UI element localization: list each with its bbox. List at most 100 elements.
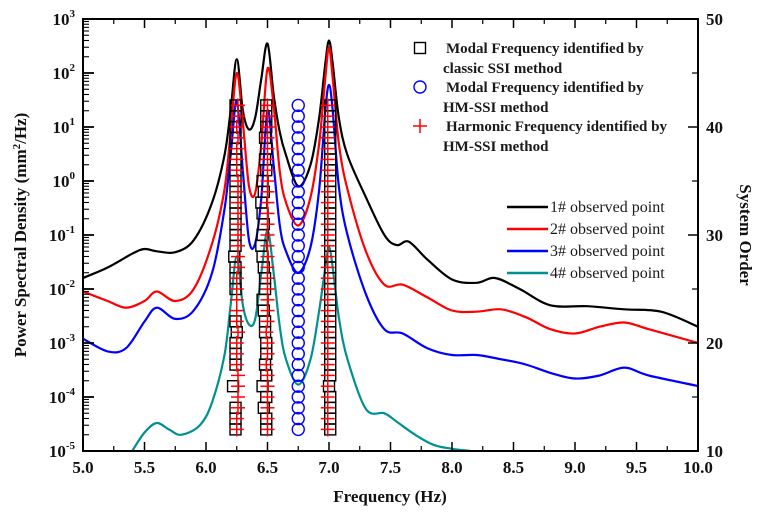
y-tick-base: 10 <box>49 226 66 245</box>
y2-axis-title: System Order <box>736 184 755 286</box>
plus-marker <box>259 357 274 372</box>
y-tick-exponent: -1 <box>66 224 75 236</box>
y2-tick-label: 40 <box>706 118 723 137</box>
circle-marker <box>291 422 305 437</box>
circle-marker <box>291 347 305 361</box>
x-tick-label: 6.0 <box>195 458 216 477</box>
y-tick-label: 10-1 <box>49 224 75 245</box>
y-tick-label: 101 <box>53 116 76 137</box>
legend-marker-label: Harmonic Frequency identified by <box>446 119 667 135</box>
plus-marker <box>230 130 245 145</box>
y-tick-label: 102 <box>53 62 76 83</box>
legend-line-label: 1# observed point <box>550 199 665 216</box>
x-tick-label: 7.0 <box>318 458 339 477</box>
y-tick-exponent: -5 <box>66 440 76 452</box>
y-tick-base: 10 <box>49 442 66 461</box>
plus-marker <box>229 141 244 156</box>
circle-marker <box>291 314 305 329</box>
legend-marker-entry: Modal Frequency identified by HM-SSI meth… <box>413 80 644 116</box>
y-tick-exponent: 3 <box>70 8 76 20</box>
plus-marker <box>230 174 245 188</box>
circle-marker <box>291 293 305 307</box>
axes: 5.0 5.5 6.0 6.5 7.0 7.5 8.0 8.5 9.0 9.5 10.0103102… <box>49 8 723 477</box>
stabilization-markers <box>226 98 337 437</box>
plus-marker <box>229 271 244 286</box>
circle-marker <box>291 411 305 426</box>
circle-marker <box>291 368 305 383</box>
series-line-3 <box>83 83 698 388</box>
circle-marker <box>291 120 305 134</box>
legend-line-entry: 2# observed point <box>507 221 665 238</box>
circle-marker <box>291 303 305 318</box>
legend-marker-label: Modal Frequency identified by <box>446 80 644 96</box>
legend-marker-label: Modal Frequency identified by <box>446 41 644 57</box>
plus-marker <box>229 336 244 350</box>
circle-marker <box>291 336 305 350</box>
plus-marker <box>260 336 275 350</box>
y-tick-base: 10 <box>49 280 66 299</box>
y-tick-base: 10 <box>49 334 66 353</box>
circle-marker <box>291 185 305 199</box>
legend-plus-icon <box>413 119 427 133</box>
legend-marker-label: classic SSI method <box>443 61 563 77</box>
plus-marker <box>230 368 245 383</box>
y2-tick-label: 20 <box>706 334 723 353</box>
plus-marker <box>229 411 244 426</box>
series-line-2 <box>83 46 698 345</box>
circle-marker <box>291 239 305 253</box>
y-tick-label: 103 <box>53 8 76 29</box>
x-tick-label: 5.5 <box>134 458 155 477</box>
y-tick-base: 10 <box>53 118 70 137</box>
y2-tick-label: 30 <box>706 226 723 245</box>
y-tick-exponent: -2 <box>66 278 76 290</box>
plus-marker <box>260 368 275 383</box>
legend-marker-label: HM-SSI method <box>443 139 549 155</box>
circle-marker <box>291 379 305 393</box>
y-tick-base: 10 <box>53 10 70 29</box>
series-line-4 <box>131 229 471 451</box>
circle-marker <box>291 401 305 415</box>
circle-marker <box>291 195 305 210</box>
legend-line-label: 2# observed point <box>550 221 665 238</box>
y-tick-base: 10 <box>53 172 70 191</box>
legend-line-label: 4# observed point <box>550 265 665 282</box>
y-tick-exponent: 0 <box>70 170 76 182</box>
y-axis-title-main: Power Spectral Density (mm <box>11 149 30 357</box>
plus-marker <box>259 325 274 340</box>
y-tick-label: 10-4 <box>49 386 76 407</box>
x-tick-label: 5.0 <box>72 458 93 477</box>
plus-marker <box>229 120 244 134</box>
x-tick-label: 9.5 <box>626 458 647 477</box>
legend-marker-entry: Harmonic Frequency identified by HM-SSI m… <box>413 119 667 155</box>
legend-line-entry: 3# observed point <box>507 243 665 260</box>
circle-marker <box>291 163 305 177</box>
y-tick-label: 10-5 <box>49 440 76 461</box>
plus-marker <box>230 325 245 340</box>
x-tick-label: 8.5 <box>503 458 524 477</box>
circle-marker <box>291 131 305 145</box>
circle-marker <box>291 98 305 113</box>
circle-marker <box>291 357 305 372</box>
series-line-1 <box>83 39 698 328</box>
y-tick-label: 100 <box>53 170 76 191</box>
plus-marker <box>230 98 245 113</box>
y-axis-title-sup: 2 <box>11 143 23 149</box>
x-tick-label: 9.0 <box>564 458 585 477</box>
x-axis-title: Frequency (Hz) <box>333 487 446 506</box>
psd-curves <box>83 39 698 451</box>
circle-marker <box>291 141 305 156</box>
y-axis-title: Power Spectral Density (mm2/Hz) <box>11 113 30 358</box>
x-tick-label: 10.0 <box>683 458 713 477</box>
legend-circle-icon <box>413 80 427 94</box>
y-tick-exponent: 1 <box>70 116 76 128</box>
plus-marker <box>260 98 275 113</box>
circle-marker <box>291 174 305 188</box>
circle-marker <box>291 325 305 339</box>
y-tick-exponent: -4 <box>66 386 76 398</box>
circle-marker <box>291 271 305 285</box>
circle-marker <box>291 217 305 231</box>
x-tick-label: 6.5 <box>257 458 278 477</box>
y2-tick-label: 10 <box>706 442 723 461</box>
y-tick-exponent: 2 <box>70 62 76 74</box>
